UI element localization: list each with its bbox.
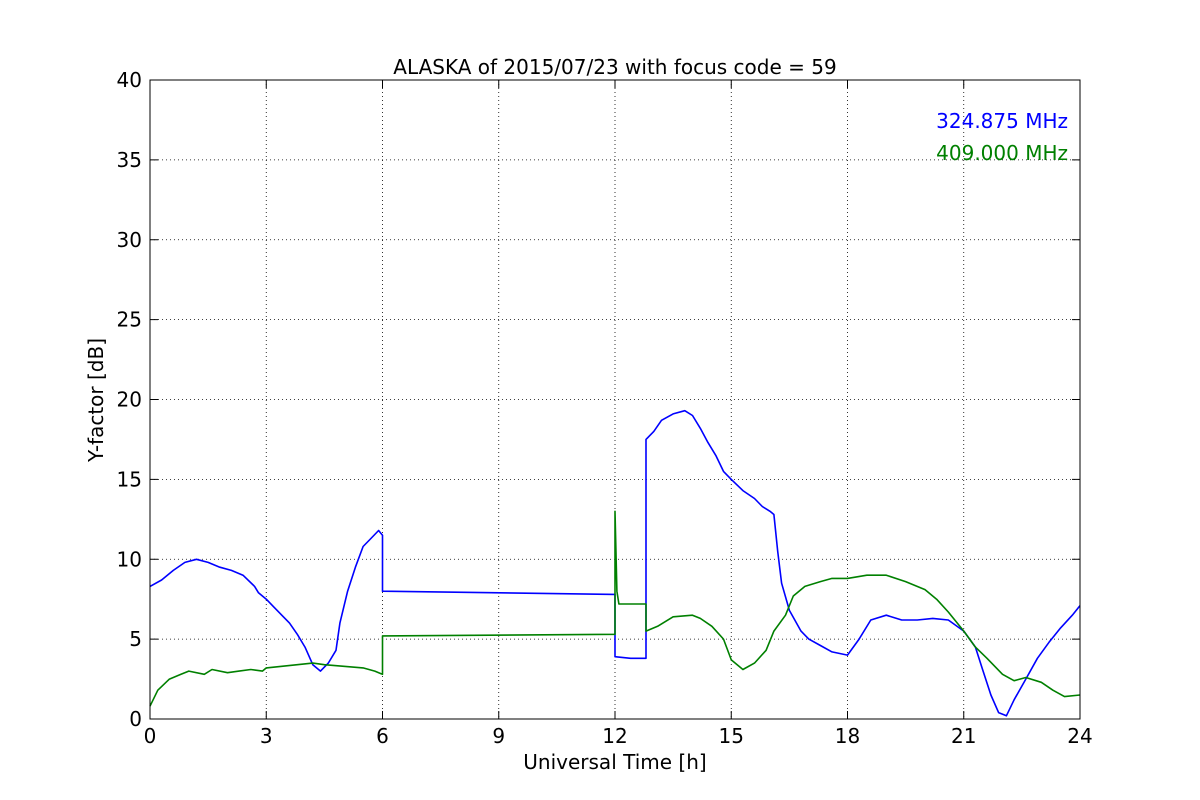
y-tick-label: 40 <box>117 68 142 92</box>
series-line-2 <box>149 510 1081 707</box>
x-tick-label: 12 <box>602 724 627 748</box>
y-tick-label: 10 <box>117 547 142 571</box>
y-tick-label: 25 <box>117 308 142 332</box>
x-tick-label: 21 <box>951 724 976 748</box>
series-layer <box>149 409 1081 717</box>
y-tick-label: 35 <box>117 148 142 172</box>
axis-ticks: 0 3 6 9 12 15 18 21 24 0 5 10 15 20 25 30 35 40 <box>117 68 1093 748</box>
chart-title: ALASKA of 2015/07/23 with focus code = 5… <box>393 55 836 79</box>
series-line-1 <box>149 409 1081 717</box>
legend: 324.875 MHz 409.000 MHz <box>936 109 1068 165</box>
y-tick-label: 15 <box>117 467 142 491</box>
y-tick-label: 30 <box>117 228 142 252</box>
x-tick-label: 9 <box>492 724 505 748</box>
x-axis-label: Universal Time [h] <box>523 750 706 774</box>
x-tick-label: 15 <box>719 724 744 748</box>
y-tick-label: 20 <box>117 388 142 412</box>
x-tick-label: 24 <box>1067 724 1092 748</box>
y-tick-label: 0 <box>129 707 142 731</box>
x-tick-label: 18 <box>835 724 860 748</box>
y-axis-label: Y-factor [dB] <box>84 338 108 463</box>
legend-entry-2: 409.000 MHz <box>936 141 1068 165</box>
x-tick-label: 0 <box>144 724 157 748</box>
x-tick-label: 3 <box>260 724 273 748</box>
y-tick-label: 5 <box>129 627 142 651</box>
x-tick-label: 6 <box>376 724 389 748</box>
legend-entry-1: 324.875 MHz <box>936 109 1068 133</box>
